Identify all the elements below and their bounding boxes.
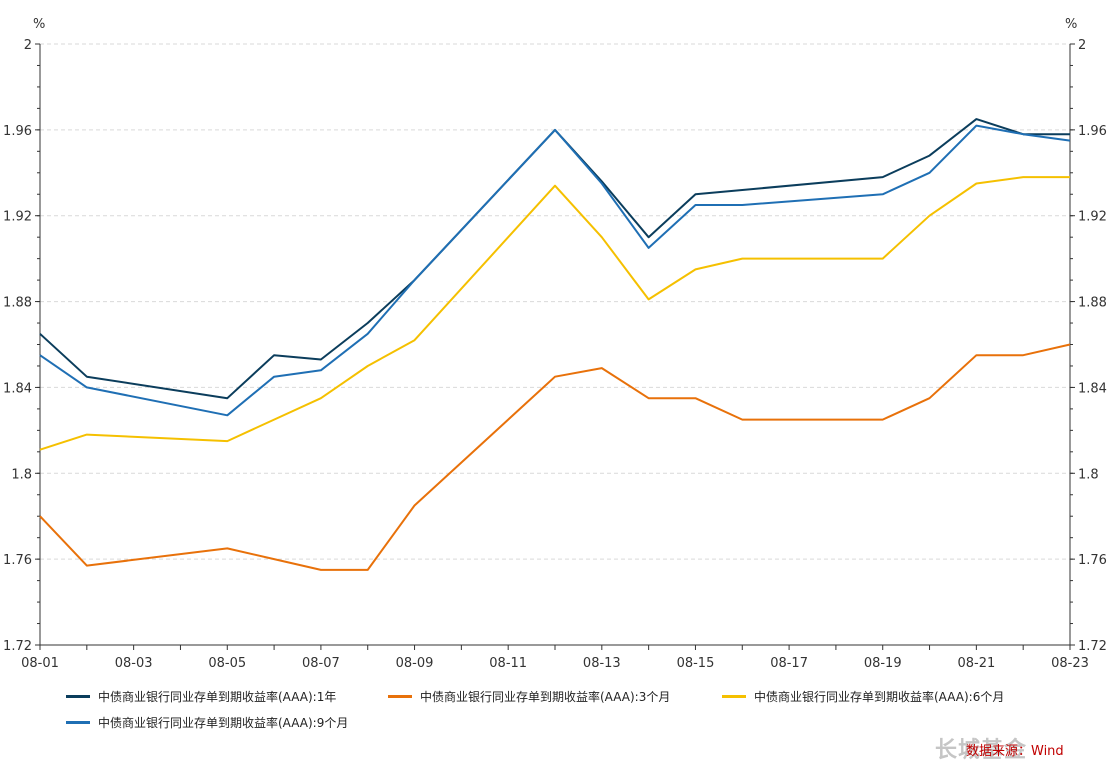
y-tick-label-right: 2	[1078, 38, 1086, 53]
gridlines	[40, 43, 1070, 560]
x-tick-label: 08-13	[583, 656, 621, 671]
x-tick-label: 08-21	[957, 656, 995, 671]
y-tick-label-left: 1.8	[11, 467, 32, 482]
axes: 1.72 1.72 1.76 1.76 1.8 1.8 1.84 1.84 1.88 1.88 1.…	[3, 38, 1107, 671]
y-tick-label-right: 1.76	[1078, 553, 1107, 568]
legend-swatch	[66, 695, 90, 698]
x-tick-label: 08-03	[115, 656, 153, 671]
y-tick-label-right: 1.72	[1078, 639, 1107, 654]
y-tick-label-left: 1.76	[3, 553, 32, 568]
x-tick-label: 08-11	[489, 656, 527, 671]
right-axis-unit: %	[1065, 17, 1077, 32]
legend-swatch	[722, 695, 746, 698]
y-tick-label-left: 1.84	[3, 381, 32, 396]
x-tick-label: 08-07	[302, 656, 340, 671]
y-tick-label-right: 1.8	[1078, 467, 1099, 482]
x-tick-label: 08-09	[396, 656, 434, 671]
left-axis-unit: %	[33, 17, 45, 32]
legend-label: 中债商业银行同业存单到期收益率(AAA):9个月	[98, 716, 349, 730]
legend-swatch	[66, 721, 90, 724]
y-tick-label-right: 1.92	[1078, 210, 1107, 225]
watermark: 长城基金	[935, 738, 1028, 763]
x-tick-label: 08-05	[208, 656, 246, 671]
y-tick-label-right: 1.84	[1078, 381, 1107, 396]
line-chart: % % 1.72 1.721.76 1.761.8 1.81.84 1.841.88 1.…	[3, 17, 1107, 671]
legend-item[interactable]: 中债商业银行同业存单到期收益率(AAA):3个月	[388, 688, 670, 705]
series-line-3	[39, 176, 1070, 451]
legend-label: 中债商业银行同业存单到期收益率(AAA):6个月	[754, 690, 1005, 704]
legend-item[interactable]: 中债商业银行同业存单到期收益率(AAA):6个月	[722, 688, 1004, 705]
series-line-4	[39, 124, 1071, 417]
x-tick-label: 08-15	[677, 656, 715, 671]
x-tick-label: 08-17	[770, 656, 808, 671]
series-line-2	[39, 343, 1071, 571]
y-tick-label-left: 1.88	[3, 296, 32, 311]
legend-label: 中债商业银行同业存单到期收益率(AAA):3个月	[420, 690, 671, 704]
y-tick-label-left: 1.96	[3, 124, 32, 139]
x-tick-label: 08-19	[864, 656, 902, 671]
y-tick-label-right: 1.88	[1078, 296, 1107, 311]
series-lines	[39, 118, 1071, 571]
legend-item[interactable]: 中债商业银行同业存单到期收益率(AAA):9个月	[66, 714, 348, 731]
y-tick-label-left: 1.72	[3, 639, 32, 654]
x-tick-label: 08-23	[1051, 656, 1089, 671]
legend-label: 中债商业银行同业存单到期收益率(AAA):1年	[98, 690, 337, 704]
data-source-label: 数据来源：Wind	[966, 744, 1064, 759]
y-tick-label-left: 2	[24, 38, 32, 53]
legend-swatch	[388, 695, 412, 698]
x-tick-label: 08-01	[21, 656, 59, 671]
series-line-1	[39, 118, 1070, 400]
legend-item[interactable]: 中债商业银行同业存单到期收益率(AAA):1年	[66, 688, 336, 705]
y-tick-label-right: 1.96	[1078, 124, 1107, 139]
y-tick-label-left: 1.92	[3, 210, 32, 225]
